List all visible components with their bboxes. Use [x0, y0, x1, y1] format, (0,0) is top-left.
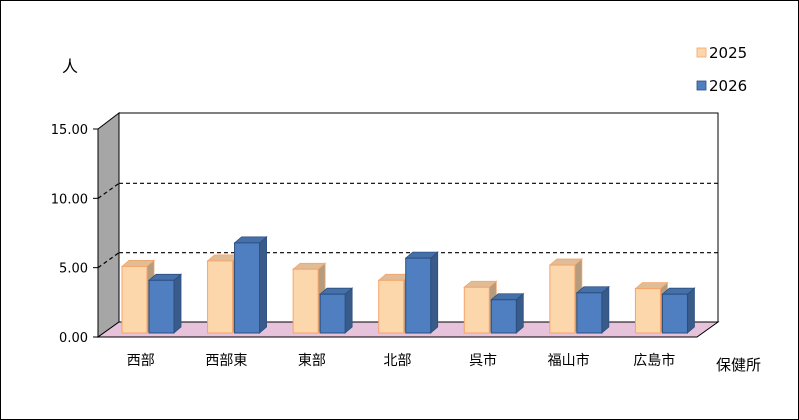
bar-2026-西部東 [233, 235, 268, 334]
x-axis-labels: 西部 西部東 東部 北部 呉市 福山市 広島市 [127, 352, 675, 369]
x-tick-label: 呉市 [469, 352, 497, 369]
bar-front [292, 268, 319, 334]
side-wall [97, 111, 120, 338]
bar-front [549, 264, 576, 334]
bar-2026-広島市 [661, 287, 696, 334]
bar-front [148, 279, 175, 334]
y-tick-label: 5.00 [59, 262, 88, 277]
gridline-side [97, 182, 120, 199]
bar-front [207, 260, 234, 334]
y-axis-ticks: 0.00 5.00 10.00 15.00 [51, 123, 98, 346]
x-tick-label: 福山市 [548, 352, 590, 369]
bar-2026-東部 [319, 287, 354, 334]
x-tick-label: 東部 [298, 353, 326, 369]
bar-2025-西部 [120, 259, 156, 334]
bar-side [259, 235, 267, 334]
legend-label: 2025 [709, 44, 747, 62]
legend-swatch [696, 47, 707, 58]
bar-side [173, 273, 182, 334]
bar-front [405, 257, 432, 334]
bar-2026-福山市 [575, 285, 610, 334]
bar-front [576, 292, 603, 334]
bar-2025-呉市 [463, 280, 498, 334]
bar-2025-広島市 [634, 281, 669, 334]
bar-front [378, 279, 405, 334]
bar-front [634, 288, 661, 334]
bar-2026-呉市 [490, 292, 525, 334]
bar-front [234, 242, 261, 334]
bar-side [601, 285, 610, 334]
bars [120, 235, 696, 334]
bar-front [319, 293, 346, 334]
y-tick-label: 15.00 [51, 123, 88, 138]
y-tick-label: 0.00 [59, 331, 88, 346]
x-axis-title: 保健所 [716, 356, 761, 374]
y-tick-label: 10.00 [51, 192, 88, 207]
x-tick-label: 西部東 [205, 353, 247, 369]
gridline-side [97, 252, 120, 269]
bar-2026-北部 [404, 251, 439, 334]
bar-side [344, 287, 353, 334]
bar-front [463, 286, 490, 334]
y-unit-label: 人 [62, 57, 78, 76]
legend: 2025 2026 [696, 44, 747, 95]
bar-side [687, 287, 695, 334]
bar-side [515, 292, 524, 334]
bar-2026-西部 [147, 273, 183, 334]
legend-swatch [696, 80, 707, 91]
bar-front [490, 299, 517, 334]
gridlines [97, 182, 718, 269]
bar-front [661, 293, 688, 334]
legend-label: 2026 [709, 77, 747, 95]
bar-front [121, 265, 148, 334]
x-tick-label: 西部 [127, 353, 155, 369]
x-tick-label: 北部 [384, 353, 412, 369]
bar-side [430, 251, 439, 334]
x-tick-label: 広島市 [633, 352, 675, 369]
